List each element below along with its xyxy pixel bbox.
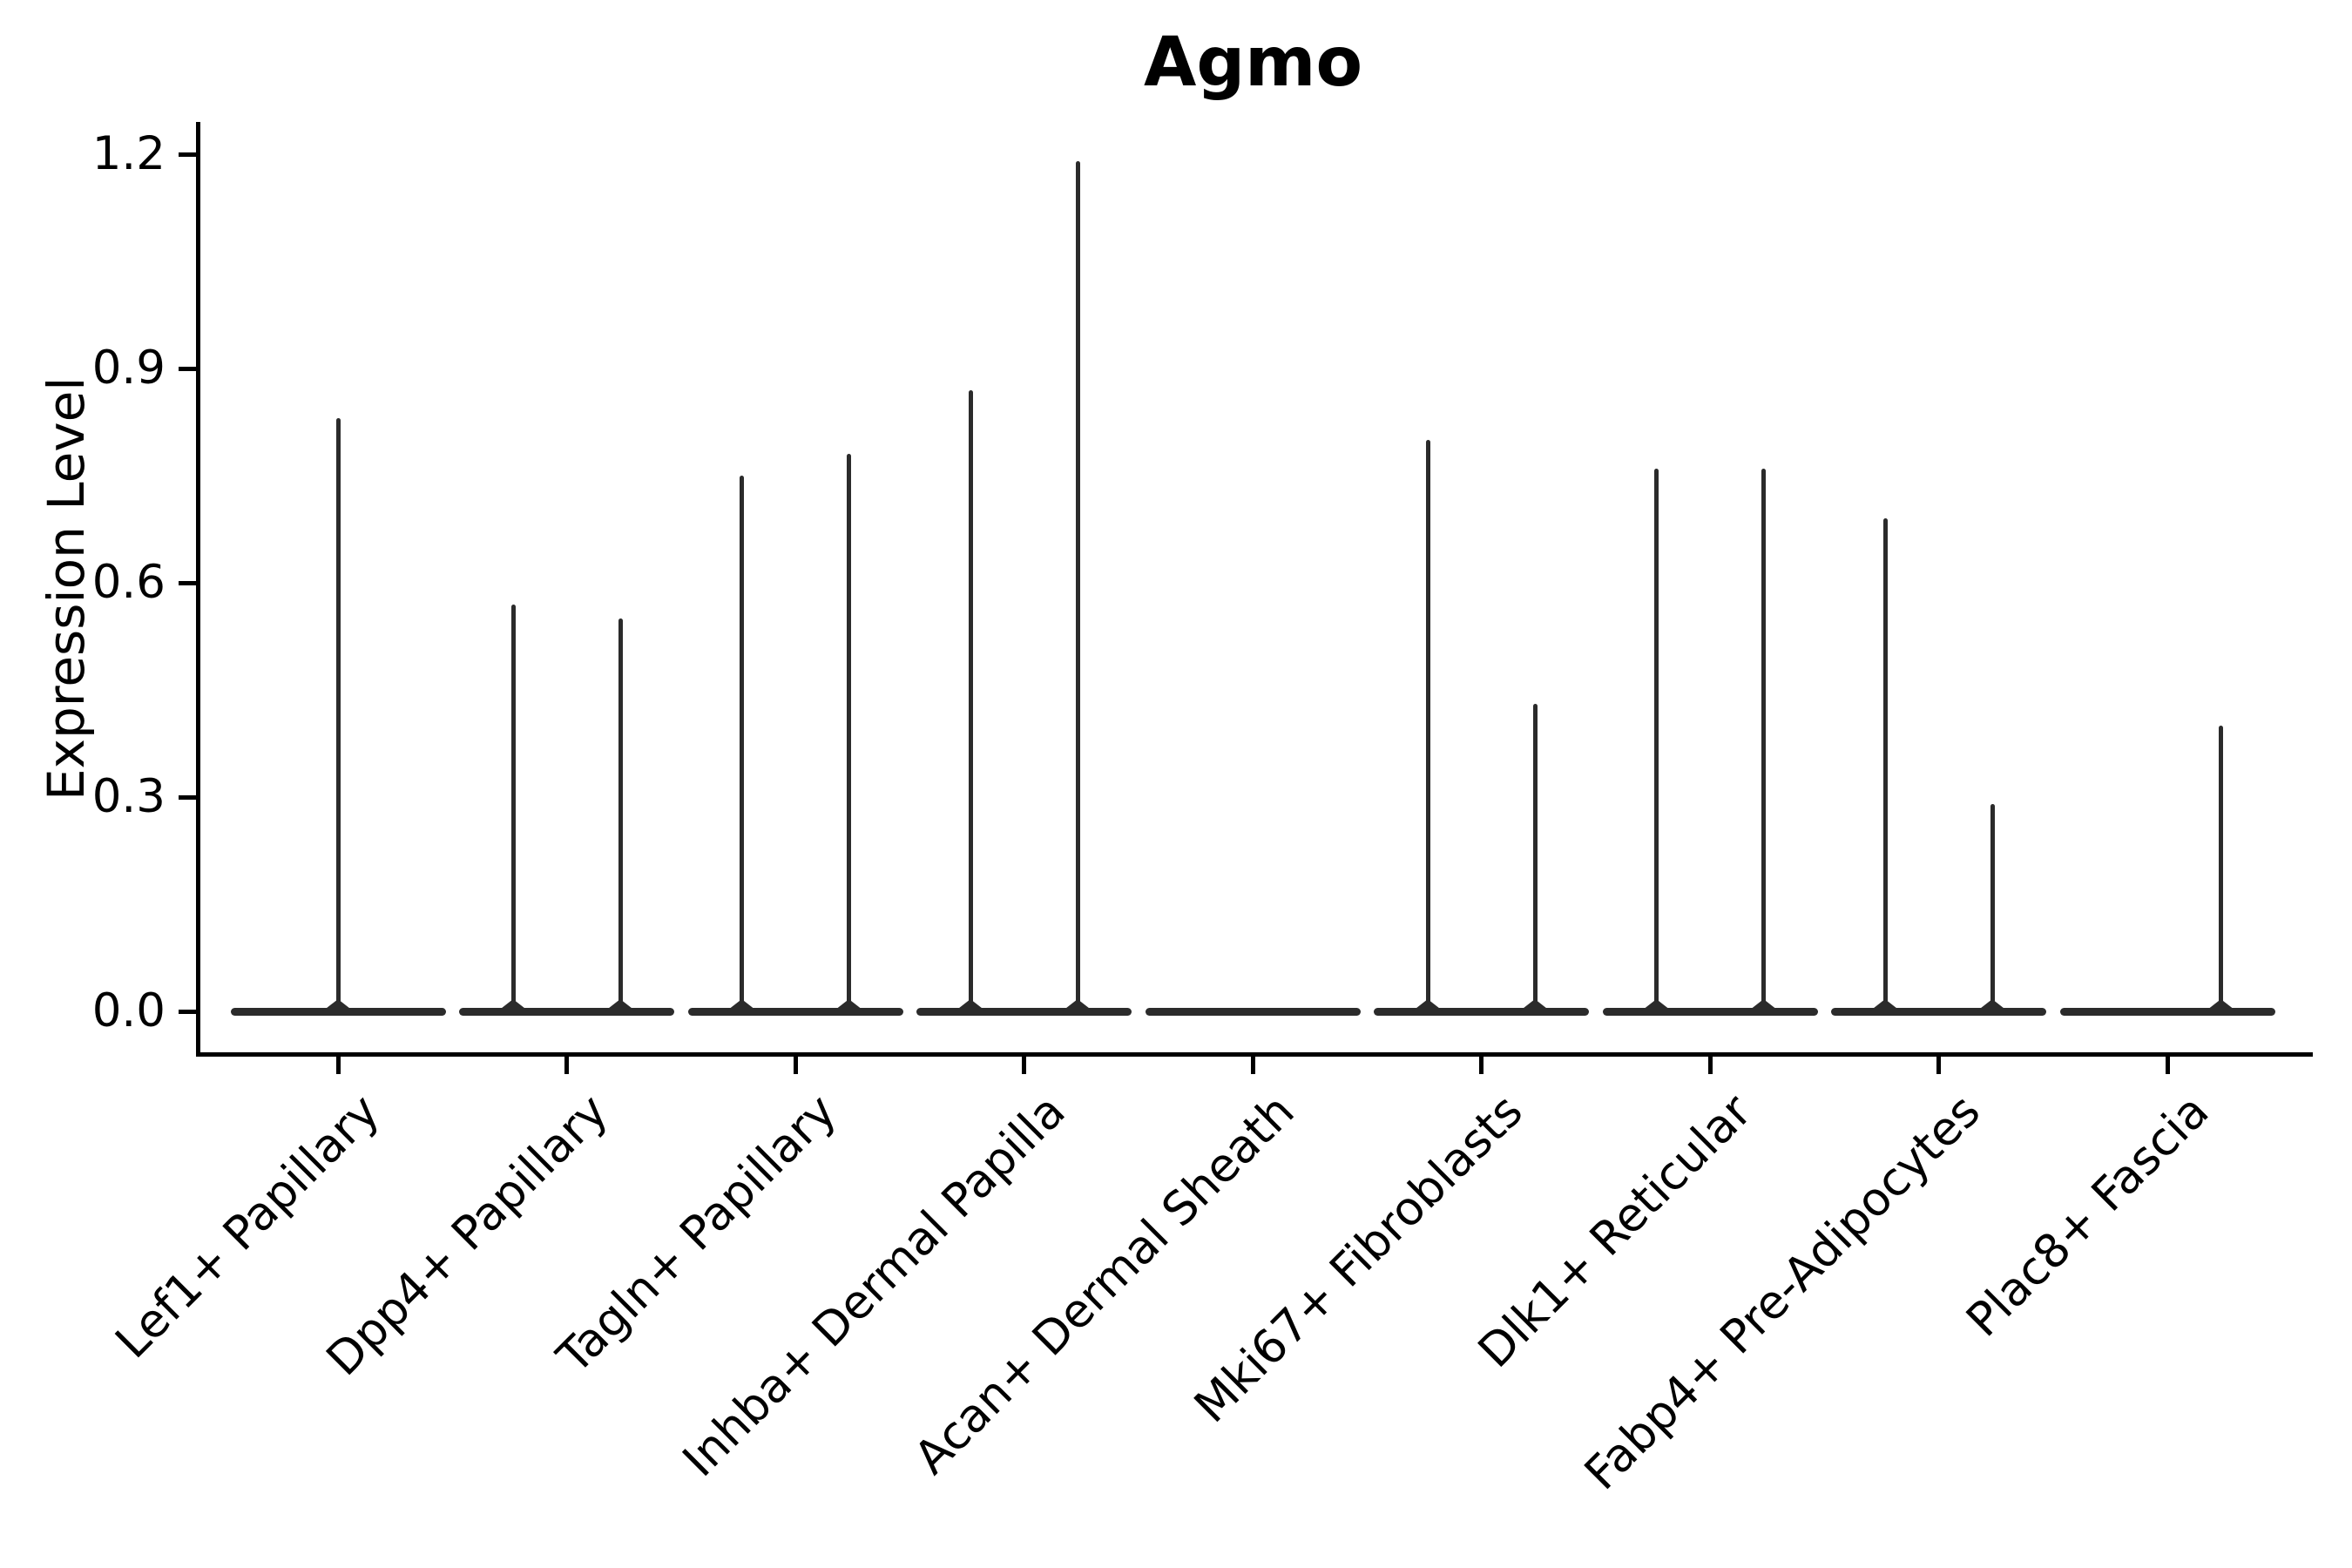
x-tick-mark	[2165, 1057, 2170, 1074]
violin-spike	[740, 476, 744, 1011]
x-tick-mark	[1479, 1057, 1484, 1074]
y-tick-label: 0.0	[91, 984, 166, 1037]
violin-spike	[1882, 518, 1888, 1011]
x-axis-spine	[196, 1052, 2313, 1057]
y-tick-label: 0.3	[91, 770, 166, 823]
y-tick-label: 0.6	[91, 556, 166, 609]
violin-spike	[847, 454, 851, 1011]
violin-base	[1602, 1007, 1818, 1016]
x-tick-mark	[793, 1057, 798, 1074]
violin-spike	[2219, 726, 2223, 1011]
violin-base-flare	[1412, 999, 1443, 1011]
violin-spike	[1425, 440, 1430, 1011]
violin-base-flare	[955, 999, 986, 1011]
violin-base-flare	[322, 999, 354, 1011]
y-tick-mark	[179, 580, 196, 585]
violin-base-flare	[1869, 999, 1901, 1011]
x-tick-label: Plac8+ Fascia	[1956, 1085, 2220, 1348]
violin-base	[1145, 1007, 1361, 1016]
violin-base	[1374, 1007, 1589, 1016]
violin-base	[1831, 1007, 2046, 1016]
x-tick-mark	[1022, 1057, 1026, 1074]
violin-base-flare	[1977, 999, 2008, 1011]
violin-spike	[510, 604, 516, 1011]
x-tick-label: Inhba+ Dermal Papilla	[672, 1085, 1076, 1488]
x-tick-mark	[335, 1057, 341, 1074]
violin-base-flare	[833, 999, 865, 1011]
y-tick-mark	[179, 794, 196, 800]
x-tick-label: Acan+ Dermal Sheath	[903, 1085, 1305, 1485]
violin-base-flare	[726, 999, 758, 1011]
violin-spike	[618, 618, 623, 1011]
violin-base-flare	[1519, 999, 1551, 1011]
violin-base	[687, 1007, 903, 1016]
violin-base-flare	[1062, 999, 1093, 1011]
y-tick-mark	[179, 152, 196, 157]
violin-base	[230, 1007, 446, 1016]
x-tick-label: Fabp4+ Pre-Adipocytes	[1574, 1085, 1990, 1501]
violin-base	[916, 1007, 1132, 1016]
x-tick-mark	[1250, 1057, 1255, 1074]
violin-base-flare	[605, 999, 636, 1011]
violin-base-flare	[2205, 999, 2237, 1011]
y-tick-label: 0.9	[91, 341, 166, 395]
violin-spike	[1075, 161, 1080, 1011]
x-tick-mark	[1707, 1057, 1713, 1074]
y-axis-spine	[196, 122, 200, 1057]
violin-base	[459, 1007, 674, 1016]
violin-spike	[335, 418, 341, 1011]
violin-spike	[968, 389, 973, 1011]
violin-base-flare	[1640, 999, 1673, 1011]
chart-title: Agmo	[1143, 24, 1363, 102]
violin-spike	[1532, 704, 1538, 1011]
violin-spike	[1654, 468, 1659, 1011]
violin-base	[2059, 1007, 2275, 1016]
violin-base-flare	[1747, 999, 1780, 1011]
violin-spike	[1761, 468, 1766, 1011]
y-tick-mark	[179, 1009, 196, 1014]
x-tick-mark	[564, 1057, 569, 1074]
x-tick-mark	[1936, 1057, 1941, 1074]
violin-spike	[1990, 804, 1995, 1011]
violin-base-flare	[497, 999, 529, 1011]
y-tick-label: 1.2	[91, 127, 166, 180]
y-tick-mark	[179, 366, 196, 371]
